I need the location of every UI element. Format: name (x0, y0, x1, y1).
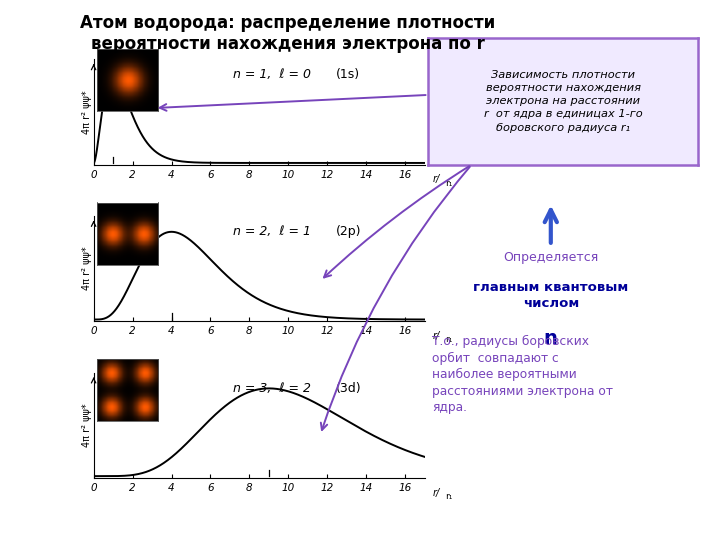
Text: (3d): (3d) (336, 382, 361, 395)
Text: n: n (544, 329, 558, 348)
Text: r₁: r₁ (445, 179, 453, 188)
Text: вероятности нахождения электрона по r: вероятности нахождения электрона по r (91, 35, 485, 53)
Text: Определяется: Определяется (503, 251, 598, 264)
Text: главным квантовым
числом: главным квантовым числом (473, 281, 629, 310)
Text: r₁: r₁ (445, 492, 453, 501)
Y-axis label: 4π r² ψψ*: 4π r² ψψ* (82, 403, 92, 447)
Text: r/: r/ (433, 174, 440, 184)
Text: r₁: r₁ (445, 335, 453, 345)
Text: Зависимость плотности
вероятности нахождения
электрона на расстоянии
r  от ядра : Зависимость плотности вероятности нахожд… (484, 70, 643, 133)
Text: Т.о., радиусы боровских
орбит  совпадают с
наиболее вероятными
расстояниями элек: Т.о., радиусы боровских орбит совпадают … (432, 335, 613, 414)
Text: n = 2,  ℓ = 1: n = 2, ℓ = 1 (233, 225, 311, 238)
Text: n = 3,  ℓ = 2: n = 3, ℓ = 2 (233, 382, 311, 395)
Y-axis label: 4π r² ψψ*: 4π r² ψψ* (82, 247, 92, 291)
Text: (2p): (2p) (336, 225, 361, 238)
Text: n = 1,  ℓ = 0: n = 1, ℓ = 0 (233, 69, 311, 82)
Text: r/: r/ (433, 331, 440, 341)
Y-axis label: 4π r² ψψ*: 4π r² ψψ* (82, 90, 92, 134)
Text: (1s): (1s) (336, 69, 359, 82)
Text: Атом водорода: распределение плотности: Атом водорода: распределение плотности (81, 14, 495, 31)
Text: r/: r/ (433, 488, 440, 497)
